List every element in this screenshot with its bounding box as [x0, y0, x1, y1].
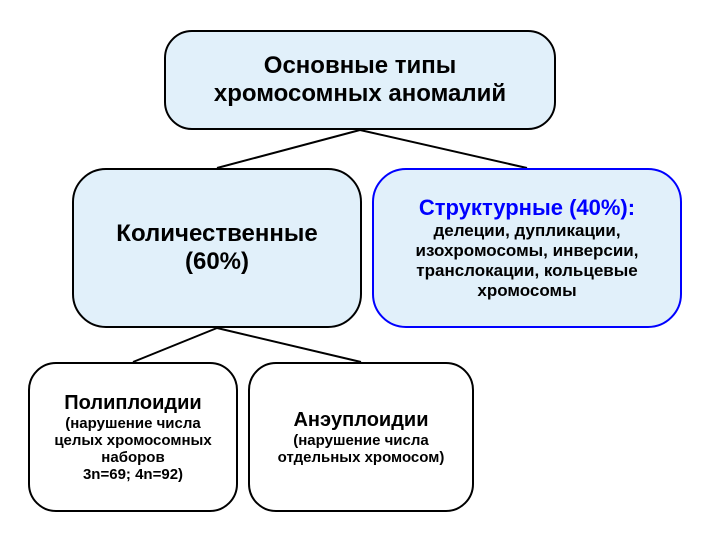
node-aneuploidy: Анэуплоидии (нарушение числа отдельных х…	[248, 362, 474, 512]
poly-l4: 3n=69; 4n=92)	[83, 466, 183, 483]
edge-left-aneu	[217, 328, 361, 362]
edge-root-left	[217, 130, 360, 168]
right-l4: хромосомы	[477, 281, 576, 301]
right-l3: транслокации, кольцевые	[416, 261, 637, 281]
root-line2: хромосомных аномалий	[214, 80, 506, 108]
poly-l2: целых хромосомных	[54, 432, 211, 449]
poly-l1: (нарушение числа	[65, 415, 200, 432]
left-line1: Количественные	[116, 220, 317, 248]
poly-title: Полиплоидии	[64, 392, 201, 415]
aneu-title: Анэуплоидии	[293, 409, 428, 432]
root-line1: Основные типы	[264, 52, 456, 80]
edge-root-right	[360, 130, 527, 168]
node-polyploidy: Полиплоидии (нарушение числа целых хромо…	[28, 362, 238, 512]
poly-l3: наборов	[101, 449, 164, 466]
node-structural: Структурные (40%): делеции, дупликации, …	[372, 168, 682, 328]
right-title: Структурные (40%):	[419, 195, 635, 221]
right-l1: делеции, дупликации,	[433, 221, 620, 241]
node-root: Основные типы хромосомных аномалий	[164, 30, 556, 130]
left-line2: (60%)	[185, 248, 249, 276]
edge-left-poly	[133, 328, 217, 362]
aneu-l2: отдельных хромосом)	[278, 449, 445, 466]
right-l2: изохромосомы, инверсии,	[416, 241, 639, 261]
aneu-l1: (нарушение числа	[293, 432, 428, 449]
node-quantitative: Количественные (60%)	[72, 168, 362, 328]
